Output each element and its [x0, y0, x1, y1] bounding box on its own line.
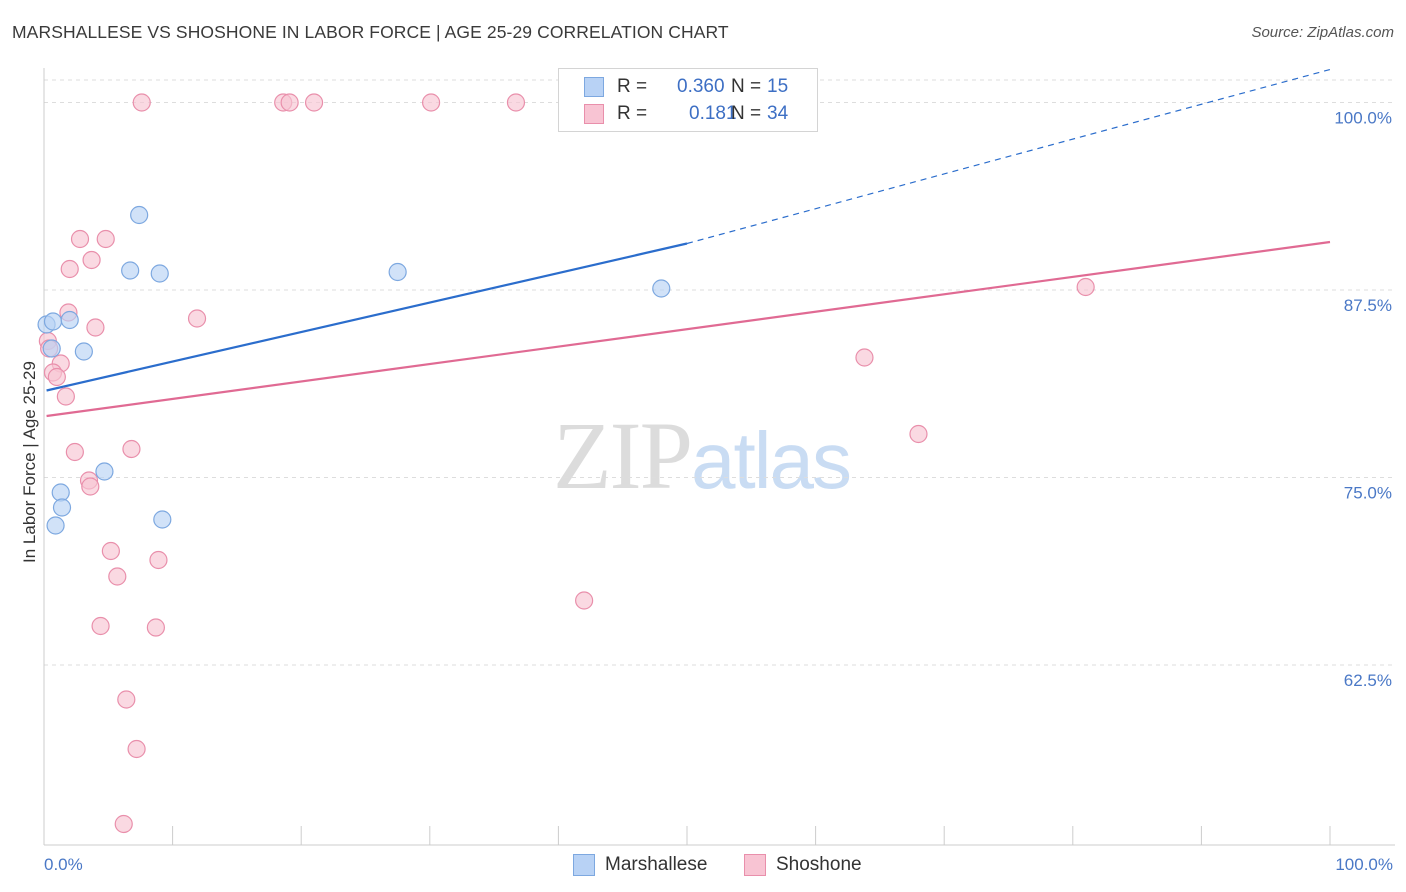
- shoshone-legend-swatch: [744, 854, 766, 876]
- y-tick-label: 62.5%: [1344, 671, 1392, 690]
- marshallese-point: [150, 264, 169, 283]
- shoshone-point: [114, 814, 133, 834]
- n-label: N =: [731, 76, 762, 97]
- y-tick-label: 100.0%: [1334, 109, 1392, 128]
- marshallese-point: [153, 510, 172, 529]
- marshallese-legend-label: Marshallese: [605, 854, 708, 875]
- chart-title: MARSHALLESE VS SHOSHONE IN LABOR FORCE |…: [12, 22, 729, 42]
- bottom-legend-marshallese[interactable]: Marshallese: [573, 852, 707, 878]
- bottom-legend-shoshone[interactable]: Shoshone: [744, 852, 862, 878]
- shoshone-point: [187, 309, 207, 328]
- marshallese-point: [52, 498, 72, 517]
- shoshone-point: [909, 424, 928, 444]
- r-label: R =: [617, 103, 648, 124]
- marshallese-trend-line: [46, 242, 688, 392]
- marshallese-point: [42, 339, 61, 358]
- r-label: R =: [617, 76, 648, 97]
- shoshone-point: [304, 93, 324, 112]
- y-tick-label: 75.0%: [1344, 484, 1392, 503]
- x-tick-label: 0.0%: [44, 855, 83, 874]
- shoshone-point: [47, 367, 66, 387]
- shoshone-point: [96, 229, 115, 249]
- shoshone-point: [127, 739, 146, 759]
- marshallese-point: [60, 310, 79, 330]
- shoshone-point: [81, 477, 100, 496]
- marshallese-point: [388, 262, 407, 282]
- shoshone-point: [280, 93, 299, 112]
- tick-labels: 100.0% 87.5% 75.0% 62.5% 0.0% 100.0% In Labor …: [20, 109, 1393, 875]
- shoshone-n-value: 34: [767, 103, 789, 124]
- shoshone-swatch: [584, 104, 604, 124]
- source-label: Source: ZipAtlas.com: [1251, 24, 1394, 41]
- shoshone-point: [149, 550, 168, 570]
- shoshone-point: [56, 387, 75, 406]
- correlation-legend: R = 0.360 N = 15 R = 0.181 N = 34: [558, 68, 818, 132]
- shoshone-legend-label: Shoshone: [776, 854, 862, 875]
- shoshone-point: [101, 541, 120, 561]
- data-points: [37, 93, 1095, 834]
- shoshone-point: [855, 348, 874, 367]
- watermark-zip: ZIP: [553, 402, 693, 509]
- x-tick-label: 100.0%: [1335, 855, 1393, 874]
- marshallese-point: [130, 205, 149, 225]
- marshallese-point: [51, 483, 70, 502]
- shoshone-point: [1076, 277, 1095, 297]
- shoshone-point: [506, 93, 526, 112]
- shoshone-trend-line: [46, 240, 1331, 418]
- marshallese-point: [74, 342, 93, 361]
- watermark-atlas: atlas: [691, 416, 852, 505]
- marshallese-r-value: 0.360: [677, 76, 725, 97]
- axes: [43, 68, 1395, 846]
- trend-lines: [46, 68, 1331, 418]
- marshallese-point: [652, 279, 671, 298]
- shoshone-point: [132, 93, 151, 112]
- n-label: N =: [731, 103, 762, 124]
- shoshone-point: [108, 567, 127, 586]
- marshallese-point: [43, 312, 63, 331]
- shoshone-point: [575, 591, 594, 610]
- shoshone-point: [122, 439, 141, 459]
- y-axis-label: In Labor Force | Age 25-29: [20, 361, 39, 563]
- shoshone-point: [82, 250, 101, 270]
- shoshone-point: [86, 318, 105, 337]
- marshallese-point: [95, 462, 114, 481]
- shoshone-point: [146, 618, 165, 637]
- shoshone-point: [117, 690, 136, 709]
- shoshone-point: [91, 616, 110, 636]
- shoshone-point: [70, 229, 90, 249]
- watermark: ZIPatlas: [553, 400, 852, 511]
- y-tick-label: 87.5%: [1344, 296, 1392, 315]
- shoshone-point: [60, 259, 79, 279]
- marshallese-swatch: [584, 77, 604, 97]
- gridlines: [44, 79, 1395, 666]
- shoshone-point: [421, 93, 441, 112]
- marshallese-point: [121, 261, 140, 280]
- marshallese-n-value: 15: [767, 76, 789, 97]
- marshallese-point: [46, 516, 65, 535]
- marshallese-trend-extension: [686, 68, 1331, 245]
- marshallese-legend-swatch: [573, 854, 595, 876]
- shoshone-r-value: 0.181: [689, 103, 737, 124]
- shoshone-point: [65, 442, 84, 462]
